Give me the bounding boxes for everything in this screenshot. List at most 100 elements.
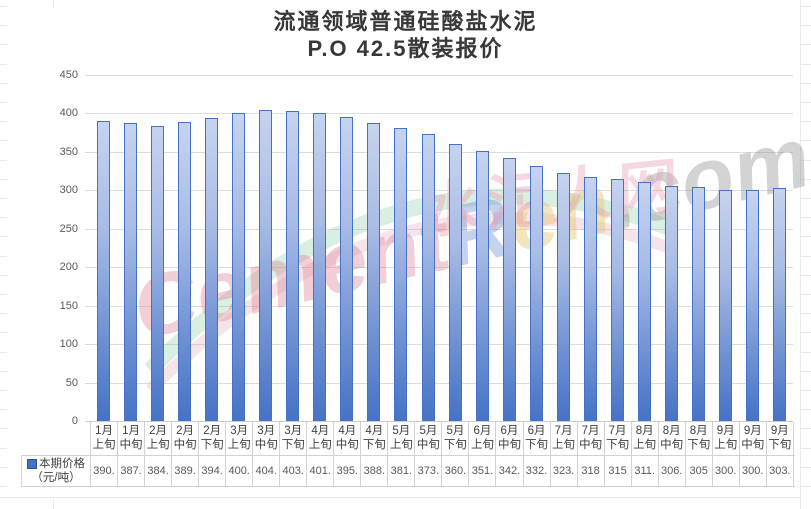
- bar: [259, 110, 273, 421]
- bar: [367, 122, 381, 421]
- spreadsheet-gridline: [0, 83, 7, 84]
- legend-series-unit: （元/吨）: [31, 472, 81, 484]
- spreadsheet-gridline: [801, 428, 811, 429]
- y-tick-label: 400: [59, 107, 78, 120]
- gridline: [85, 344, 793, 346]
- spreadsheet-gridline: [0, 140, 7, 141]
- value-cell: 401.: [307, 456, 335, 486]
- spreadsheet-gridline: [0, 160, 7, 161]
- spreadsheet-gridline: [801, 332, 811, 333]
- value-cell: 394.: [199, 456, 227, 486]
- chart-title-line1: 流通领域普通硅酸盐水泥: [273, 9, 538, 34]
- bar: [97, 121, 110, 421]
- spreadsheet-gridline: [0, 44, 7, 45]
- y-tick-label: 50: [65, 376, 78, 389]
- spreadsheet-gridline: [801, 448, 811, 449]
- value-cell: 351.: [469, 456, 497, 486]
- category-cell: 8月 上旬: [632, 422, 659, 455]
- category-cell: 5月 中旬: [415, 422, 443, 455]
- value-cell: 388.: [361, 456, 389, 486]
- category-cell: 8月 下旬: [686, 422, 713, 455]
- value-cell: 390.: [91, 456, 119, 486]
- spreadsheet-gridline: [0, 236, 7, 237]
- category-cell: 6月 上旬: [469, 422, 497, 455]
- spreadsheet-gridline: [801, 179, 811, 180]
- spreadsheet-gridline: [801, 294, 811, 295]
- category-cell: 5月 下旬: [442, 422, 470, 455]
- spreadsheet-gridline: [801, 121, 811, 122]
- gridline: [85, 382, 793, 384]
- y-tick-label: 300: [59, 184, 78, 197]
- spreadsheet-gridline: [0, 275, 7, 276]
- value-cell: 373.: [415, 456, 443, 486]
- spreadsheet-gridline: [0, 121, 7, 122]
- bar: [502, 158, 516, 421]
- gridline: [85, 151, 793, 153]
- value-cell: 384.: [145, 456, 173, 486]
- spreadsheet-gridline: [0, 497, 800, 498]
- bar: [286, 111, 300, 421]
- spreadsheet-gridline: [801, 352, 811, 353]
- data-table-value-row: 本期价格 （元/吨） 390. 387. 384. 389. 394. 400. 404. 4…: [21, 455, 795, 487]
- bar: [340, 117, 354, 421]
- category-cell: 9月 中旬: [740, 422, 767, 455]
- category-cell: 2月 上旬: [145, 422, 173, 455]
- bar: [529, 165, 543, 421]
- bar: [421, 134, 435, 421]
- chart-title-line2: P.O 42.5散装报价: [307, 36, 504, 61]
- spreadsheet-gridline: [0, 428, 7, 429]
- spreadsheet-gridline: [0, 313, 7, 314]
- value-cell: 395.: [334, 456, 362, 486]
- spreadsheet-gridline: [0, 371, 7, 372]
- gridline: [85, 305, 793, 307]
- bar: [232, 113, 246, 421]
- bar: [691, 186, 705, 421]
- value-cell: 315: [605, 456, 632, 486]
- value-cell: 404.: [253, 456, 281, 486]
- legend-series-name: 本期价格: [39, 458, 85, 470]
- spreadsheet-gridline: [801, 313, 811, 314]
- spreadsheet-gridline: [0, 294, 7, 295]
- spreadsheet-gridline: [801, 467, 811, 468]
- spreadsheet-gridline: [801, 64, 811, 65]
- category-cell: 8月 中旬: [659, 422, 686, 455]
- spreadsheet-gridline: [0, 179, 7, 180]
- value-cell: 323.: [551, 456, 578, 486]
- category-cell: 6月 下旬: [524, 422, 551, 455]
- bar: [637, 181, 651, 421]
- value-cell: 332.: [524, 456, 551, 486]
- y-tick-label: 200: [59, 261, 78, 274]
- y-tick-label: 250: [59, 222, 78, 235]
- spreadsheet-gridline: [801, 160, 811, 161]
- value-cell: 381.: [388, 456, 416, 486]
- category-cell: 3月 下旬: [280, 422, 308, 455]
- category-cell: 9月 下旬: [767, 422, 794, 455]
- category-cell: 4月 上旬: [307, 422, 335, 455]
- bar: [583, 176, 597, 421]
- bar: [556, 172, 570, 421]
- category-cell: 1月 上旬: [91, 422, 119, 455]
- spreadsheet-gridline: [801, 236, 811, 237]
- spreadsheet-gridline: [0, 409, 7, 410]
- chart-title: 流通领域普通硅酸盐水泥 P.O 42.5散装报价: [0, 8, 811, 62]
- spreadsheet-gridline: [801, 6, 811, 7]
- value-cell: 300.: [713, 456, 740, 486]
- bar: [394, 128, 408, 421]
- spreadsheet-gridline: [801, 486, 811, 487]
- spreadsheet-gridline: [801, 409, 811, 410]
- category-cell: 6月 中旬: [496, 422, 524, 455]
- category-cell: 3月 上旬: [226, 422, 254, 455]
- bar: [718, 190, 732, 421]
- spreadsheet-gridline: [801, 25, 811, 26]
- spreadsheet-gridline: [0, 467, 7, 468]
- gridline: [85, 190, 793, 192]
- spreadsheet-gridline: [53, 0, 54, 7]
- category-cell: 9月 上旬: [713, 422, 740, 455]
- category-cell: 4月 中旬: [334, 422, 362, 455]
- gridline: [85, 267, 793, 269]
- gridline: [85, 228, 793, 230]
- value-cell: 403.: [280, 456, 308, 486]
- gridline: [85, 75, 793, 76]
- value-cell: 300.: [740, 456, 767, 486]
- value-cell: 387.: [118, 456, 146, 486]
